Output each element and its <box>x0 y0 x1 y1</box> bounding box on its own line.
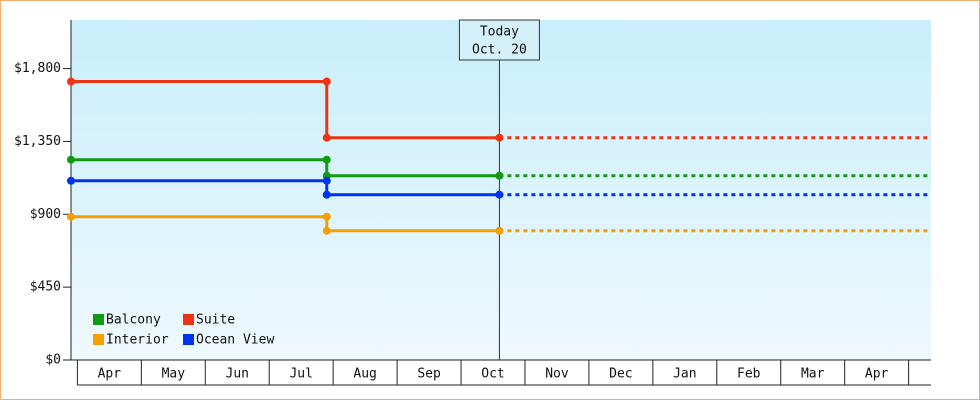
point <box>322 155 331 164</box>
series-line <box>71 80 500 140</box>
x-tick-label: Sep <box>417 367 441 382</box>
point <box>322 77 331 86</box>
series-line <box>71 179 500 197</box>
point <box>67 155 75 164</box>
legend-label: Ocean View <box>196 333 274 348</box>
x-tick-label: Apr <box>98 367 122 382</box>
y-tick-label: $1,350 <box>14 134 61 149</box>
today-box <box>458 19 540 61</box>
today-title: Today <box>480 25 519 40</box>
y-tick-label: $0 <box>45 353 61 368</box>
legend-label: Balcony <box>106 313 161 328</box>
legend-swatch <box>93 314 104 325</box>
point <box>322 176 331 185</box>
y-tick-label: $450 <box>30 280 61 295</box>
y-tick-label: $900 <box>30 207 61 222</box>
x-tick-label: Jun <box>226 367 249 382</box>
legend-swatch <box>93 334 104 345</box>
x-tick-label: Jan <box>673 367 696 382</box>
x-tick-label: Oct <box>481 367 504 382</box>
point <box>322 133 331 142</box>
x-tick-label: Dec <box>609 367 632 382</box>
x-tick-label: May <box>162 367 186 382</box>
series-line <box>71 158 500 178</box>
point <box>67 77 75 86</box>
x-tick-label: Aug <box>353 367 376 382</box>
legend-label: Interior <box>106 333 169 348</box>
legend-label: Suite <box>196 313 235 328</box>
point <box>67 176 75 185</box>
point <box>322 212 331 221</box>
series-line <box>71 215 500 233</box>
point <box>67 212 75 221</box>
x-tick-label: Mar <box>801 367 825 382</box>
point <box>322 190 331 199</box>
x-tick-label: Feb <box>737 367 761 382</box>
today-date: Oct. 20 <box>472 43 527 58</box>
y-tick-label: $1,800 <box>14 61 61 76</box>
point <box>495 226 504 235</box>
legend-swatch <box>183 314 194 325</box>
point <box>322 226 331 235</box>
point <box>495 133 504 142</box>
x-tick-label: Apr <box>865 367 889 382</box>
point <box>495 190 504 199</box>
x-tick-label: Jul <box>289 367 312 382</box>
legend-swatch <box>183 334 194 345</box>
plot-area <box>71 20 931 360</box>
x-tick-label: Nov <box>545 367 569 382</box>
point <box>495 171 504 180</box>
